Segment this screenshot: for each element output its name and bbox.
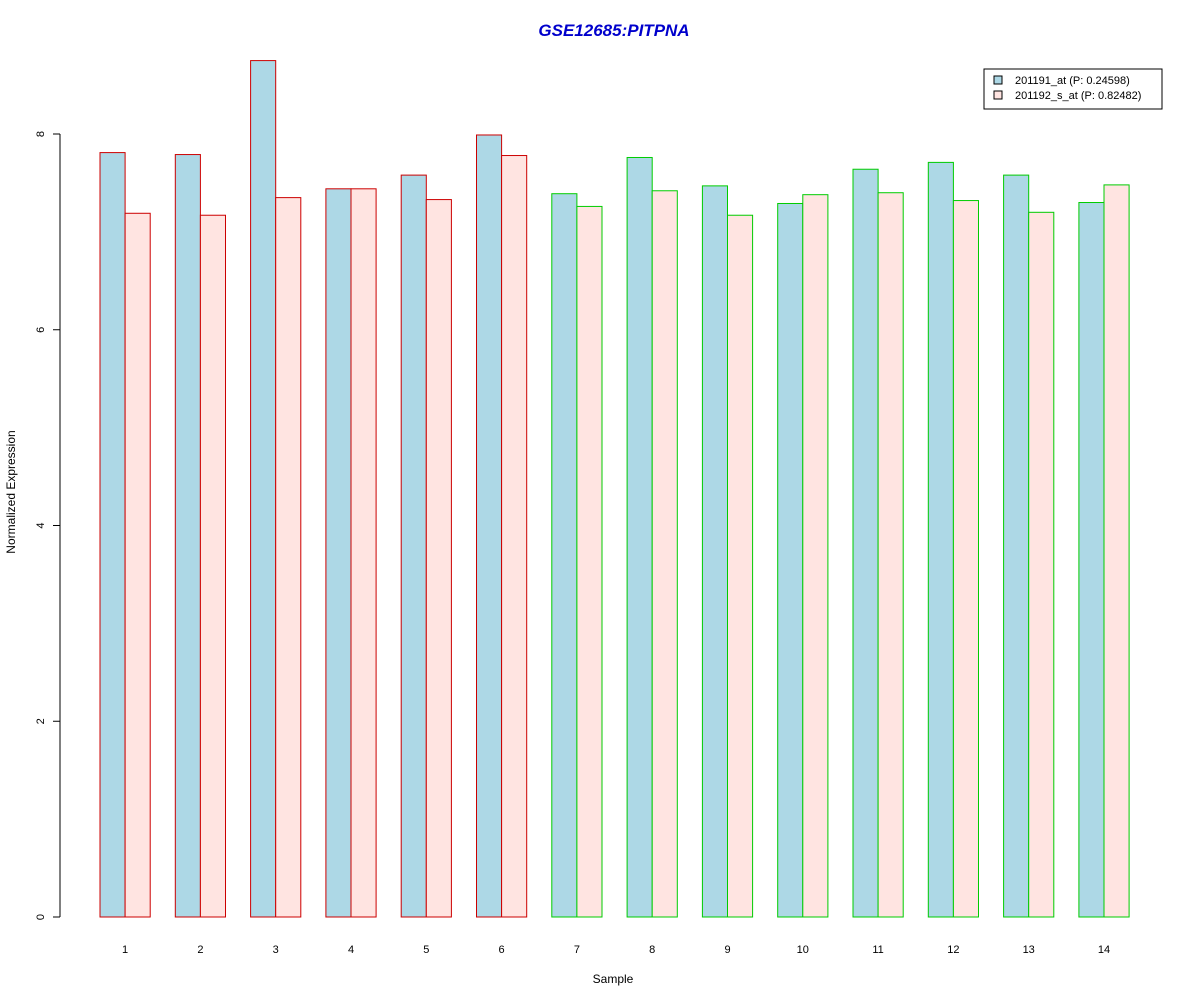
bar	[551, 193, 578, 918]
x-tick-label: 9	[724, 944, 730, 956]
bar	[350, 188, 377, 918]
bar	[99, 152, 126, 918]
x-tick-label: 6	[499, 944, 505, 956]
bar	[777, 202, 804, 918]
bars	[99, 60, 1130, 918]
y-tick-label: 6	[35, 327, 47, 333]
y-tick-label: 0	[35, 914, 47, 920]
bar	[1103, 184, 1130, 918]
bar	[576, 205, 603, 918]
bar	[275, 197, 302, 918]
x-tick-label: 1	[122, 944, 128, 956]
bar	[701, 185, 729, 918]
bar	[727, 214, 754, 918]
bar	[425, 199, 452, 918]
chart-title: GSE12685:PITPNA	[538, 21, 689, 40]
x-tick-label: 3	[273, 944, 279, 956]
bar	[400, 174, 427, 918]
bar	[501, 155, 528, 918]
bar	[852, 168, 879, 918]
bar	[802, 194, 829, 918]
x-tick-label: 2	[197, 944, 203, 956]
x-tick-label: 10	[797, 944, 809, 956]
bar	[952, 200, 980, 918]
x-tick-label: 12	[947, 944, 959, 956]
bar	[476, 134, 503, 918]
legend-swatch	[993, 75, 1003, 85]
legend: 201191_at (P: 0.24598) 201192_s_at (P: 0.…	[983, 68, 1163, 110]
bar	[877, 192, 904, 918]
x-tick-label: 4	[348, 944, 354, 956]
bar	[1078, 202, 1105, 918]
bar	[174, 154, 201, 918]
x-tick-label: 11	[872, 944, 883, 956]
y-tick-label: 8	[35, 131, 47, 137]
bar	[250, 60, 277, 918]
y-tick-label: 4	[35, 522, 47, 528]
bar	[1028, 211, 1055, 918]
bar	[124, 212, 151, 918]
bar	[1003, 174, 1030, 918]
y-axis: 0 2 4 6 8	[35, 131, 61, 920]
bar	[626, 156, 653, 918]
x-axis-title: Sample	[593, 972, 634, 986]
bar	[199, 214, 226, 918]
x-tick-label: 5	[423, 944, 429, 956]
x-tick-label: 14	[1098, 944, 1110, 956]
legend-label: 201191_at (P: 0.24598)	[1015, 75, 1130, 87]
y-axis-title: Normalized Expression	[4, 430, 18, 553]
legend-swatch	[993, 90, 1003, 100]
x-tick-label: 13	[1023, 944, 1035, 956]
legend-box	[983, 68, 1163, 110]
x-tick-labels: 1 2 3 4 5 6 7 8 9 10 11 12 13 14	[122, 944, 1110, 956]
bar	[651, 190, 678, 918]
bar	[325, 188, 352, 918]
x-tick-label: 8	[649, 944, 655, 956]
legend-label: 201192_s_at (P: 0.82482)	[1015, 90, 1141, 102]
y-tick-label: 2	[35, 718, 47, 724]
bar	[927, 161, 954, 918]
x-tick-label: 7	[574, 944, 580, 956]
